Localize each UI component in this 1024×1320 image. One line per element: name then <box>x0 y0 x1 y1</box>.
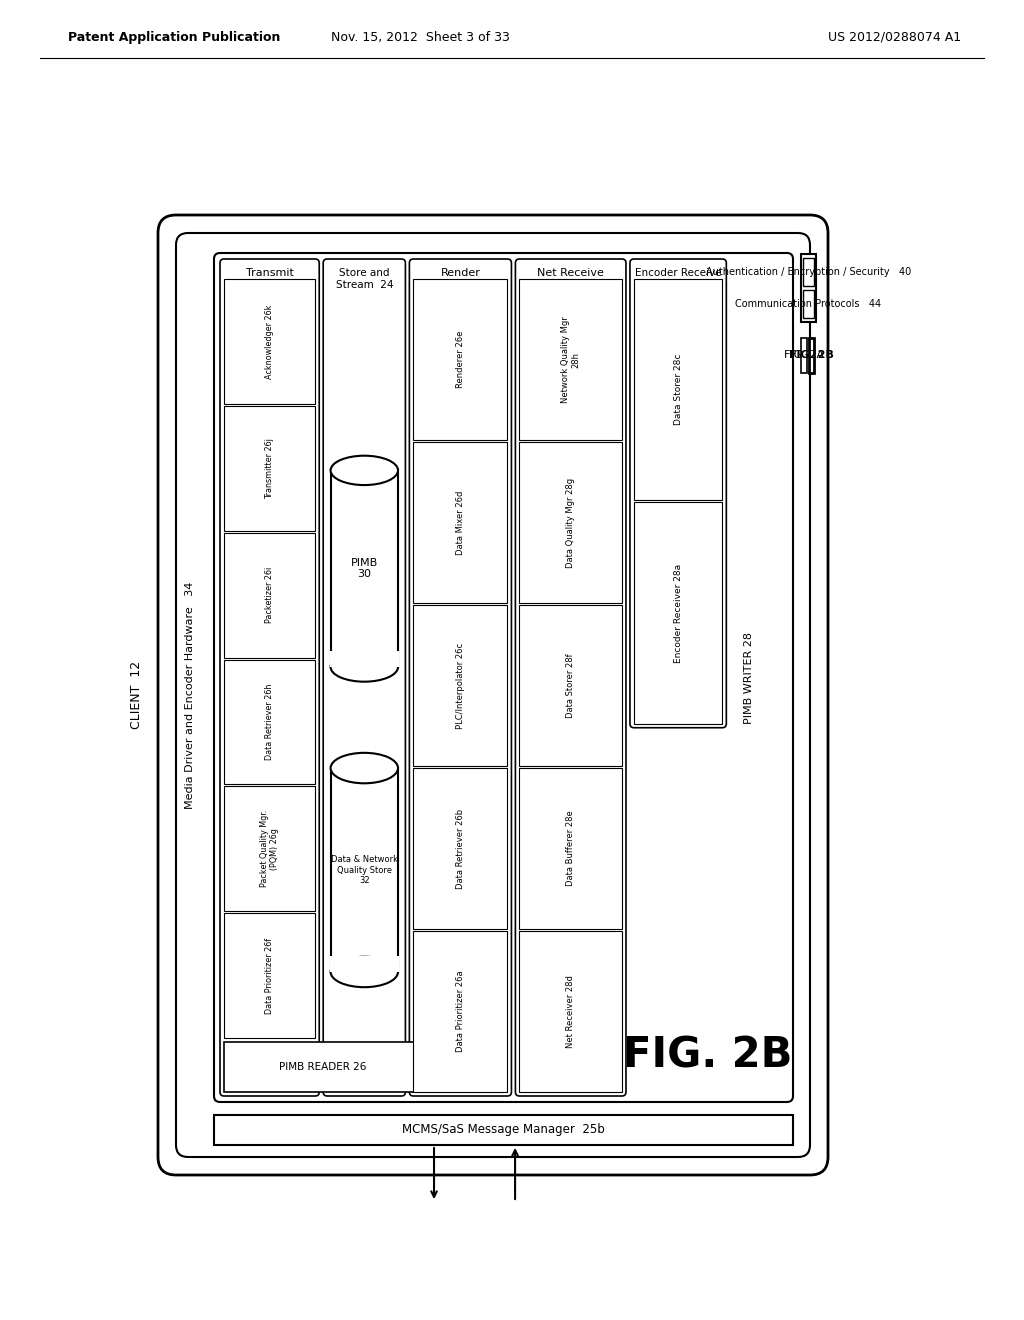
Ellipse shape <box>331 455 398 484</box>
Text: Store and
Stream  24: Store and Stream 24 <box>336 268 393 290</box>
Text: Nov. 15, 2012  Sheet 3 of 33: Nov. 15, 2012 Sheet 3 of 33 <box>331 30 509 44</box>
FancyBboxPatch shape <box>324 259 406 1096</box>
Bar <box>224 913 315 1038</box>
Bar <box>224 533 315 657</box>
Text: Data Prioritizer 26f: Data Prioritizer 26f <box>265 937 274 1014</box>
Ellipse shape <box>331 652 398 681</box>
Bar <box>801 253 816 322</box>
Text: Data Mixer 26d: Data Mixer 26d <box>456 490 465 554</box>
Text: PIMB
30: PIMB 30 <box>350 558 378 579</box>
Text: Communication Protocols   44: Communication Protocols 44 <box>735 300 882 309</box>
Text: Data Retriever 26h: Data Retriever 26h <box>265 684 274 760</box>
FancyBboxPatch shape <box>630 259 726 727</box>
Text: Authentication / Encryption / Security   40: Authentication / Encryption / Security 4… <box>706 267 911 277</box>
FancyBboxPatch shape <box>176 234 810 1158</box>
Bar <box>634 279 722 500</box>
Bar <box>224 279 315 404</box>
Text: Data Storer 28f: Data Storer 28f <box>566 653 575 718</box>
Text: Packetizer 26i: Packetizer 26i <box>265 568 274 623</box>
Bar <box>803 290 814 318</box>
Text: PIMB WRITER 28: PIMB WRITER 28 <box>743 631 754 723</box>
Text: FIG. 2B: FIG. 2B <box>788 351 834 360</box>
Text: Transmitter 26j: Transmitter 26j <box>265 438 274 499</box>
Bar <box>519 279 622 440</box>
Bar <box>214 1115 793 1144</box>
Bar <box>634 503 722 723</box>
Text: Data Bufferer 28e: Data Bufferer 28e <box>566 810 575 886</box>
Text: Data Retriever 26b: Data Retriever 26b <box>456 808 465 888</box>
Ellipse shape <box>331 957 398 987</box>
Text: Transmit: Transmit <box>246 268 294 279</box>
FancyBboxPatch shape <box>158 215 828 1175</box>
Text: Data & Network
Quality Store
32: Data & Network Quality Store 32 <box>331 855 397 884</box>
Text: Acknowledger 26k: Acknowledger 26k <box>265 304 274 379</box>
Bar <box>224 787 315 911</box>
Bar <box>801 338 807 374</box>
Bar <box>519 605 622 766</box>
Bar <box>519 931 622 1092</box>
Bar <box>224 660 315 784</box>
Bar <box>414 768 508 929</box>
Text: Packet Quality Mgr.
(PQM) 26g: Packet Quality Mgr. (PQM) 26g <box>260 810 280 887</box>
Text: Renderer 26e: Renderer 26e <box>456 331 465 388</box>
Text: Media Driver and Encoder Hardware   34: Media Driver and Encoder Hardware 34 <box>185 581 195 809</box>
Bar <box>519 768 622 929</box>
Text: CLIENT  12: CLIENT 12 <box>129 661 142 729</box>
Text: Data Storer 28c: Data Storer 28c <box>674 354 683 425</box>
FancyBboxPatch shape <box>515 259 626 1096</box>
Bar <box>809 338 814 374</box>
Text: Net Receiver 28d: Net Receiver 28d <box>566 975 575 1048</box>
Text: PIMB READER 26: PIMB READER 26 <box>279 1063 367 1072</box>
Text: Patent Application Publication: Patent Application Publication <box>68 30 281 44</box>
Text: US 2012/0288074 A1: US 2012/0288074 A1 <box>828 30 962 44</box>
Bar <box>224 405 315 531</box>
FancyBboxPatch shape <box>220 259 319 1096</box>
Bar <box>803 257 814 286</box>
Text: Data Quality Mgr 28g: Data Quality Mgr 28g <box>566 478 575 568</box>
Bar <box>330 651 399 667</box>
Text: Net Receive: Net Receive <box>538 268 604 279</box>
Bar <box>414 442 508 603</box>
Bar <box>331 470 398 667</box>
FancyBboxPatch shape <box>214 253 793 1102</box>
Text: Data Prioritizer 26a: Data Prioritizer 26a <box>456 970 465 1052</box>
Bar <box>330 956 399 972</box>
Ellipse shape <box>331 752 398 783</box>
Text: Encoder Receive: Encoder Receive <box>635 268 721 279</box>
Bar <box>331 768 398 972</box>
Text: Network Quality Mgr
28h: Network Quality Mgr 28h <box>561 315 581 403</box>
Text: MCMS/SaS Message Manager  25b: MCMS/SaS Message Manager 25b <box>402 1123 605 1137</box>
Text: FIG. 2B: FIG. 2B <box>623 1034 793 1076</box>
Text: Encoder Receiver 28a: Encoder Receiver 28a <box>674 564 683 663</box>
Bar <box>414 931 508 1092</box>
FancyBboxPatch shape <box>410 259 511 1096</box>
Bar <box>414 279 508 440</box>
Bar <box>414 605 508 766</box>
Text: PLC/Interpolator 26c: PLC/Interpolator 26c <box>456 643 465 729</box>
Bar <box>519 442 622 603</box>
Bar <box>224 1041 421 1092</box>
Text: FIG. 2A: FIG. 2A <box>783 351 824 360</box>
Text: Render: Render <box>440 268 480 279</box>
